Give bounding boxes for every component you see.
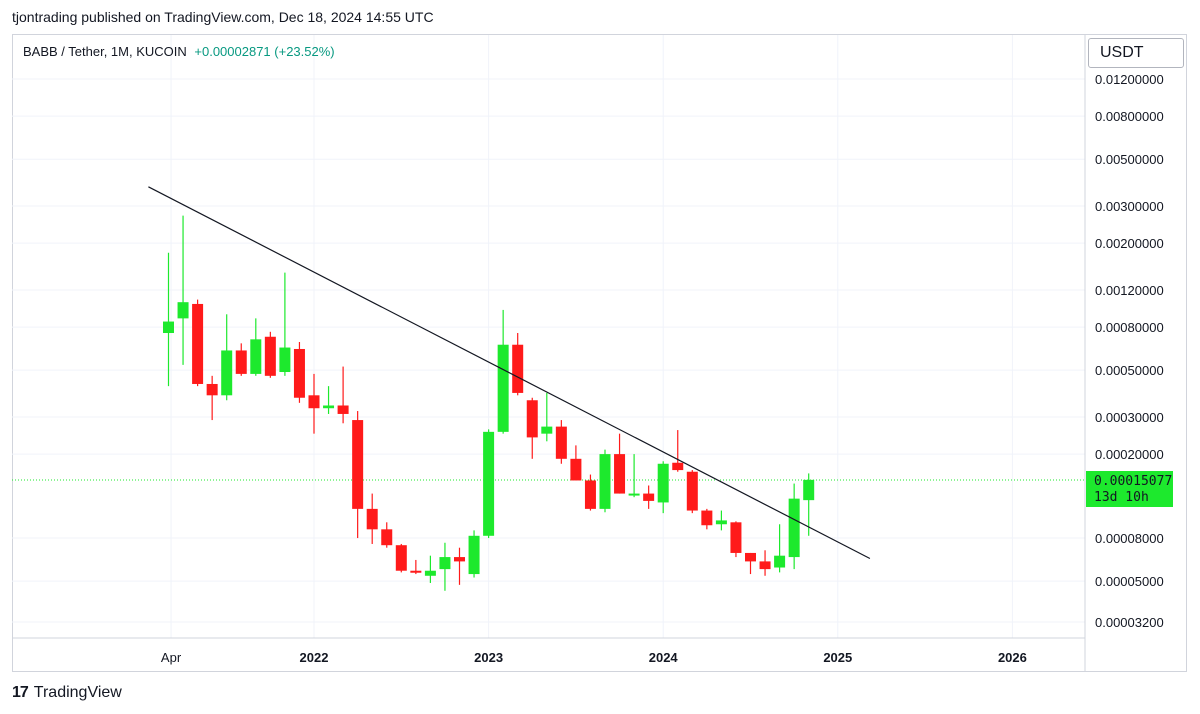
candle-body: [614, 454, 626, 494]
candle-body: [774, 555, 786, 568]
candle-body: [177, 302, 189, 319]
candle-body: [410, 570, 422, 573]
currency-button[interactable]: USDT: [1088, 38, 1184, 68]
candle-body: [541, 426, 553, 434]
current-price-value: 0.00015077: [1094, 474, 1173, 489]
candle-body: [686, 471, 698, 511]
brand-name: TradingView: [33, 684, 122, 701]
candle-body: [730, 522, 742, 553]
price-tick-label: 0.00120000: [1095, 283, 1164, 298]
publish-info: tjontrading published on TradingView.com…: [12, 9, 434, 25]
price-tick-label: 0.00300000: [1095, 199, 1164, 214]
candle-body: [759, 561, 771, 570]
candle-body: [512, 344, 524, 393]
candle-body: [293, 348, 305, 398]
candle-body: [584, 480, 596, 509]
candle-body: [221, 350, 233, 396]
candle-body: [163, 321, 174, 334]
current-price-tag: 0.00015077 13d 10h: [1086, 471, 1173, 507]
candle-body: [715, 520, 727, 525]
candle-body: [352, 420, 364, 509]
candle-body: [570, 458, 582, 481]
price-tick-label: 0.00800000: [1095, 109, 1164, 124]
chart-frame: [12, 34, 1187, 672]
time-tick-label: Apr: [161, 650, 182, 665]
time-tick-label: 2025: [823, 650, 852, 665]
candle-body: [323, 405, 335, 409]
candle-body: [497, 344, 509, 432]
price-axis-labels: 0.01200000 0.00800000 0.00500000 0.00300000…: [1095, 72, 1164, 630]
price-tick-label: 0.00030000: [1095, 410, 1164, 425]
tradingview-logo-icon: 17: [12, 684, 29, 701]
candle-body: [206, 383, 218, 396]
candles: [163, 215, 815, 591]
candle-body: [657, 463, 669, 503]
price-tick-label: 0.00080000: [1095, 320, 1164, 335]
candle-body: [395, 545, 407, 571]
candle-body: [235, 350, 247, 374]
time-tick-label: 2026: [998, 650, 1027, 665]
candle-body: [745, 552, 756, 562]
candle-body: [381, 529, 393, 546]
candle-body: [279, 347, 291, 373]
candle-body: [250, 339, 262, 374]
candle-body: [788, 498, 800, 558]
price-tick-label: 0.00050000: [1095, 363, 1164, 378]
candle-body: [803, 479, 815, 501]
candle-body: [628, 493, 640, 496]
price-change: +0.00002871 (+23.52%): [194, 44, 335, 59]
candle-body: [192, 303, 204, 384]
candle-body: [599, 454, 611, 509]
price-tick-label: 0.01200000: [1095, 72, 1164, 87]
candle-body: [308, 395, 320, 409]
vertical-gridlines: [170, 35, 1013, 638]
candle-body: [424, 570, 436, 576]
trendline: [148, 186, 871, 560]
time-tick-label: 2024: [649, 650, 679, 665]
price-tick-label: 0.00003200: [1095, 615, 1164, 630]
candle-body: [337, 405, 349, 414]
tradingview-brand[interactable]: 17 TradingView: [12, 684, 122, 702]
candle-body: [366, 508, 378, 530]
price-tick-label: 0.00500000: [1095, 152, 1164, 167]
candle-body: [555, 426, 567, 459]
candle-body: [672, 462, 684, 471]
time-tick-label: 2022: [300, 650, 329, 665]
candle-body: [701, 510, 713, 526]
candle-body: [264, 336, 276, 376]
candle-body: [643, 493, 655, 501]
candle-body: [454, 557, 465, 562]
symbol-legend: BABB / Tether, 1M, KUCOIN +0.00002871 (+…: [23, 44, 335, 59]
symbol-label: BABB / Tether, 1M, KUCOIN: [23, 44, 187, 59]
price-tick-label: 0.00008000: [1095, 531, 1164, 546]
price-tick-label: 0.00200000: [1095, 236, 1164, 251]
price-tick-label: 0.00005000: [1095, 574, 1164, 589]
price-tick-label: 0.00020000: [1095, 447, 1164, 462]
time-tick-label: 2023: [474, 650, 503, 665]
candle-countdown: 13d 10h: [1094, 490, 1149, 505]
candle-body: [526, 400, 538, 438]
time-axis-labels: Apr 2022 2023 2024 2025 2026: [161, 650, 1027, 665]
candle-body: [468, 535, 480, 575]
horizontal-gridlines: [12, 78, 1085, 623]
candle-body: [483, 431, 495, 536]
candle-body: [439, 557, 451, 570]
